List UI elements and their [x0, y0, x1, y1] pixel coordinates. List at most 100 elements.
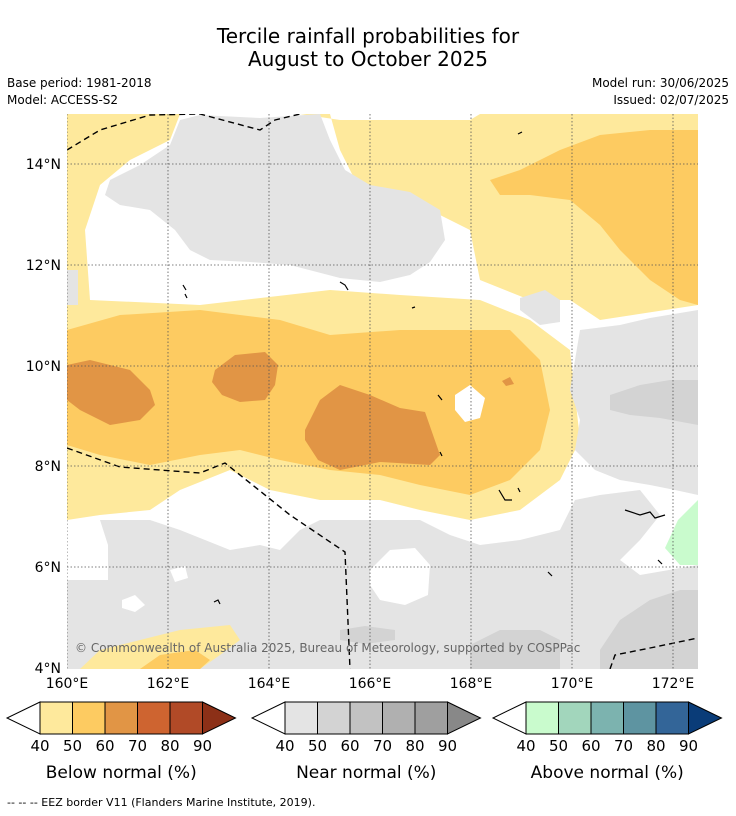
above-normal-legend-swatch: [558, 701, 592, 735]
below-60-south-region: [305, 385, 440, 470]
lon-label-162e: 162°E: [147, 676, 190, 692]
island-4: [411, 306, 416, 309]
copyright-notice: © Commonwealth of Australia 2025, Bureau…: [75, 641, 580, 655]
below-60-west-region: [67, 360, 155, 425]
above-normal-legend-tick: 60: [581, 737, 600, 755]
below-normal-legend-swatch: [72, 701, 106, 735]
eez-borders: [67, 114, 698, 669]
lon-label-168e: 168°E: [450, 676, 493, 692]
below-normal-legend-tick: 80: [160, 737, 179, 755]
lat-label-10n: 10°N: [26, 359, 61, 375]
below-normal-legend-swatch: [137, 701, 171, 735]
near-normal-legend-swatch: [382, 701, 416, 735]
near-normal-legend-tick: 80: [405, 737, 424, 755]
near-normal-legend-swatch: [317, 701, 351, 735]
above-normal-legend: 40 50 60 70 80 90 Above normal (%): [491, 701, 723, 783]
below-60-central-region: [212, 352, 278, 402]
island-10: [437, 394, 443, 457]
island-9: [213, 599, 221, 605]
below-normal-legend-high-extension: [202, 701, 237, 735]
lon-label-160e: 160°E: [46, 676, 89, 692]
near-normal-legend-tick: 70: [373, 737, 392, 755]
near-normal-legend-title: Near normal (%): [296, 763, 436, 783]
island-2: [182, 284, 188, 299]
chart-title-line2: August to October 2025: [247, 47, 489, 71]
above-normal-legend-tick: 80: [646, 737, 665, 755]
lon-label-166e: 166°E: [349, 676, 392, 692]
eez-footnote: -- -- -- EEZ border V11 (Flanders Marine…: [7, 796, 316, 809]
island-1: [517, 131, 523, 135]
near-normal-legend-swatch: [414, 701, 448, 735]
below-normal-legend-tick: 70: [128, 737, 147, 755]
model-label: Model: ACCESS-S2: [7, 93, 119, 107]
near-50-south-center: [340, 626, 395, 644]
above-normal-legend-swatch: [623, 701, 657, 735]
near-normal-legend-high-extension: [447, 701, 482, 735]
model-run-label: Model run: 30/06/2025: [591, 76, 729, 90]
base-period-label: Base period: 1981-2018: [7, 76, 152, 90]
chart-title-line1: Tercile rainfall probabilities for: [216, 24, 520, 48]
eez-border-south: [67, 447, 351, 669]
above-normal-legend-swatch: [590, 701, 624, 735]
above-normal-legend-tick: 70: [614, 737, 633, 755]
above-normal-legend-tick: 90: [679, 737, 698, 755]
below-normal-legend-tick: 90: [193, 737, 212, 755]
lat-label-14n: 14°N: [26, 157, 61, 173]
near-40-spot-east: [520, 290, 560, 325]
above-normal-legend-high-extension: [688, 701, 723, 735]
island-3: [339, 281, 349, 291]
lat-label-12n: 12°N: [26, 258, 61, 274]
near-normal-legend-tick: 40: [275, 737, 294, 755]
near-normal-legend-low-extension: [250, 701, 286, 735]
island-8: [547, 571, 553, 577]
near-normal-hole: [455, 385, 485, 422]
below-50-southwest-region: [140, 650, 210, 669]
near-50-southeast-region: [600, 590, 698, 669]
below-normal-legend-swatch: [39, 701, 73, 735]
legend-group: 40 50 60 70 80 90 Below normal (%) 40 50 60 70 80 90…: [5, 701, 723, 783]
map-area: © Commonwealth of Australia 2025, Bureau…: [67, 114, 698, 669]
near-50-east-region: [610, 380, 698, 425]
below-normal-legend-swatch: [104, 701, 138, 735]
near-normal-legend-tick: 60: [340, 737, 359, 755]
lon-label-164e: 164°E: [248, 676, 291, 692]
below-normal-legend-tick: 40: [30, 737, 49, 755]
above-normal-legend-tick: 50: [549, 737, 568, 755]
near-normal-legend-swatch: [349, 701, 383, 735]
lon-label-172e: 172°E: [652, 676, 695, 692]
lon-label-170e: 170°E: [551, 676, 594, 692]
lat-label-8n: 8°N: [35, 459, 61, 475]
island-6: [624, 509, 666, 519]
near-normal-legend-tick: 90: [438, 737, 457, 755]
island-5: [498, 487, 521, 501]
below-normal-legend-swatch: [169, 701, 203, 735]
south-hole-1: [370, 548, 430, 605]
gridlines: [67, 114, 698, 669]
island-coastlines: [182, 131, 666, 605]
above-normal-legend-tick: 40: [516, 737, 535, 755]
below-normal-legend-title: Below normal (%): [46, 763, 197, 783]
near-40-north-region: [105, 114, 445, 282]
below-normal-legend-tick: 50: [63, 737, 82, 755]
near-50-south-east: [470, 630, 560, 669]
above-normal-legend-swatch: [655, 701, 689, 735]
lat-label-6n: 6°N: [35, 560, 61, 576]
below-normal-legend-tick: 60: [95, 737, 114, 755]
above-normal-legend-swatch: [525, 701, 559, 735]
issued-label: Issued: 02/07/2025: [613, 93, 729, 107]
near-normal-legend-swatch: [284, 701, 318, 735]
above-normal-legend-title: Above normal (%): [531, 763, 684, 783]
near-normal-legend-tick: 50: [308, 737, 327, 755]
lat-label-4n: 4°N: [35, 661, 61, 677]
below-normal-legend-low-extension: [5, 701, 41, 735]
eez-border-north: [67, 114, 301, 151]
south-hole-2: [122, 595, 145, 612]
near-40-west-edge: [67, 270, 78, 305]
below-60-spot: [502, 377, 514, 386]
below-normal-legend: 40 50 60 70 80 90 Below normal (%): [5, 701, 237, 783]
island-7: [657, 559, 663, 565]
above-normal-legend-low-extension: [491, 701, 527, 735]
eez-border-southeast: [609, 637, 698, 669]
